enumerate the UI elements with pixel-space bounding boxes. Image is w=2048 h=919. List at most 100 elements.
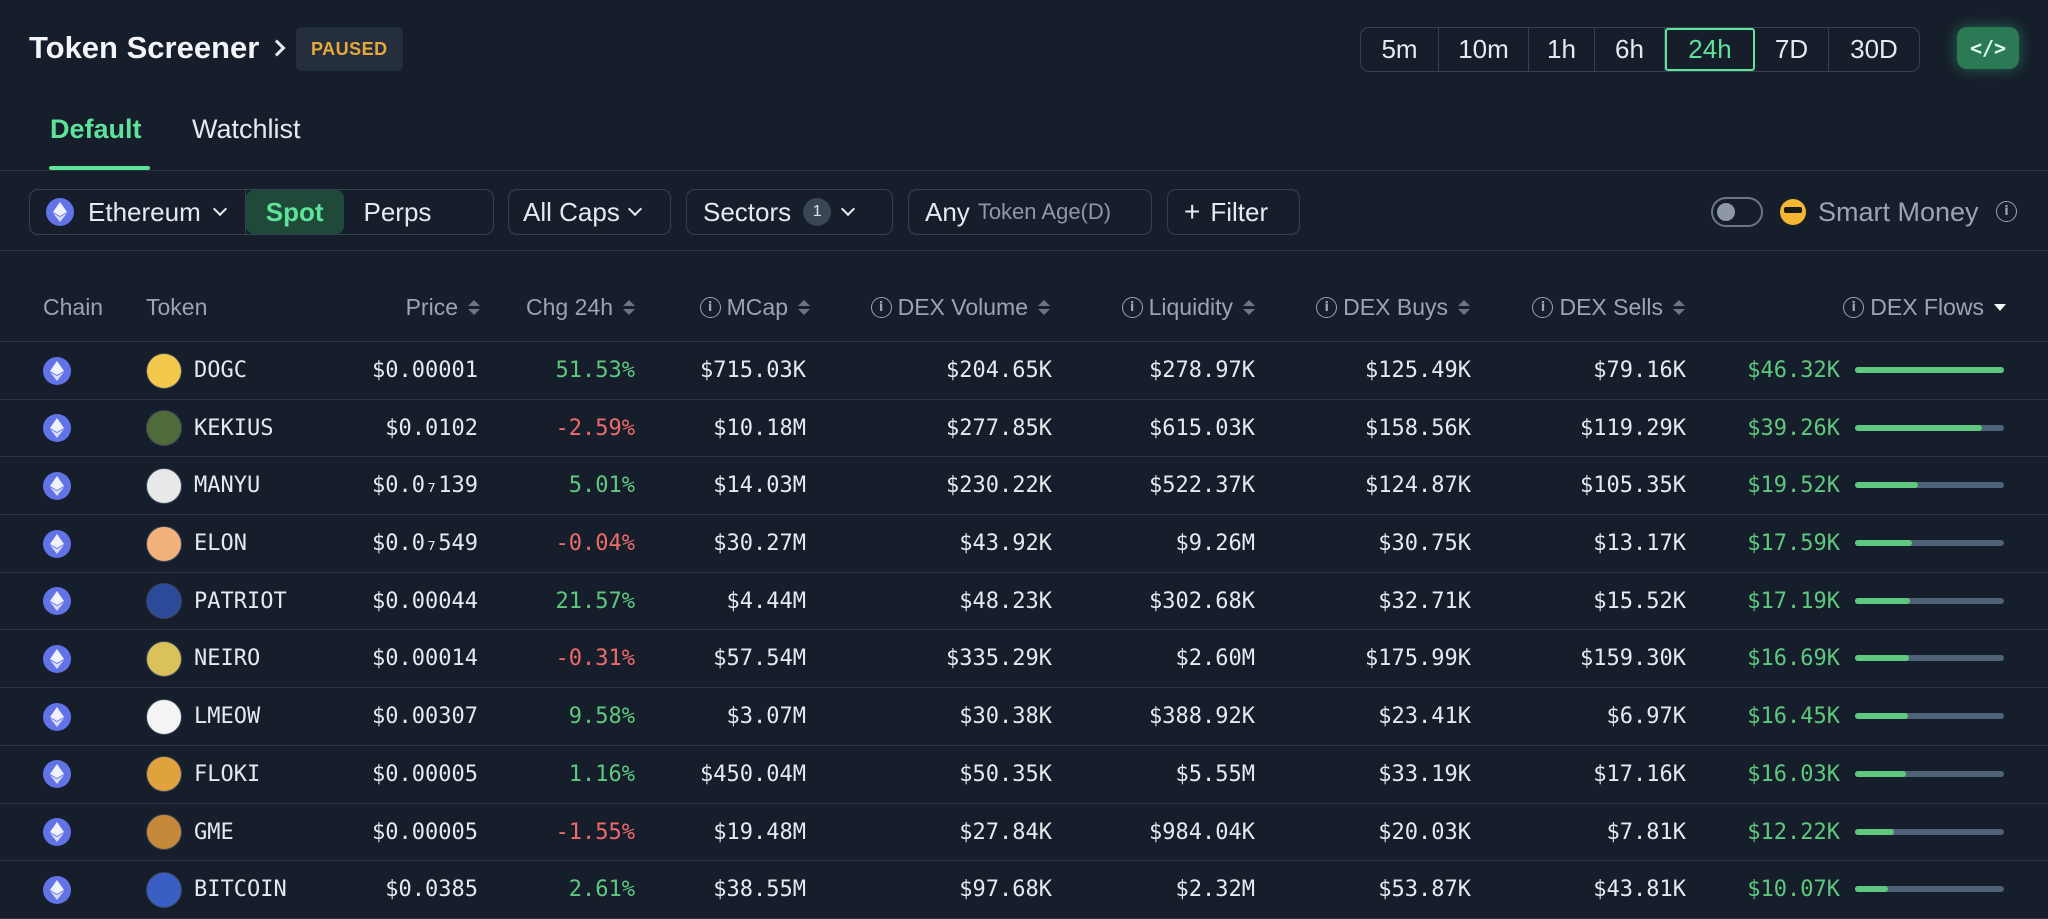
market-perps-button[interactable]: Perps bbox=[363, 196, 432, 227]
dex-volume-cell: $277.85K bbox=[946, 415, 1052, 441]
time-range-30d-button[interactable]: 30D bbox=[1850, 34, 1898, 64]
dex-sells-cell: $7.81K bbox=[1606, 819, 1686, 845]
token-cell[interactable]: BITCOIN bbox=[146, 861, 287, 918]
token-cell[interactable]: PATRIOT bbox=[146, 573, 287, 630]
time-range-6h-button[interactable]: 6h bbox=[1595, 28, 1665, 71]
token-cell[interactable]: ELON bbox=[146, 515, 247, 572]
info-icon[interactable]: i bbox=[1996, 201, 2017, 222]
mcap-cell: $38.55M bbox=[713, 877, 806, 903]
caps-select[interactable]: All Caps bbox=[508, 189, 671, 235]
time-range-10m-button[interactable]: 10m bbox=[1439, 28, 1529, 71]
liquidity-cell: $9.26M bbox=[1175, 531, 1255, 557]
change-cell: 2.61% bbox=[568, 877, 635, 903]
flow-bar-fill bbox=[1855, 482, 1918, 489]
token-cell[interactable]: FLOKI bbox=[146, 746, 260, 803]
dex-volume-cell: $230.22K bbox=[946, 473, 1052, 499]
chain-cell bbox=[43, 688, 71, 745]
time-range-5m-button[interactable]: 5m bbox=[1361, 28, 1439, 71]
column-liquidity[interactable]: i Liquidity bbox=[1060, 292, 1255, 322]
sectors-select[interactable]: Sectors 1 bbox=[686, 189, 893, 235]
table-row[interactable]: PATRIOT $0.00044 21.57% $4.44M $48.23K $302.6… bbox=[0, 573, 2048, 631]
table-row[interactable]: GME $0.00005 -1.55% $19.48M $27.84K $984.04K $… bbox=[0, 804, 2048, 862]
sort-icon bbox=[1458, 299, 1470, 315]
chain-cell bbox=[43, 400, 71, 457]
column-dex-flows[interactable]: i DEX Flows bbox=[1800, 292, 2006, 322]
table-row[interactable]: BITCOIN $0.0385 2.61% $38.55M $97.68K $2.32M $… bbox=[0, 861, 2048, 919]
dex-sells-cell: $159.30K bbox=[1580, 646, 1686, 672]
token-cell[interactable]: KEKIUS bbox=[146, 400, 273, 457]
page-title-text: Token Screener bbox=[29, 30, 260, 65]
smart-money-toggle[interactable] bbox=[1711, 197, 1763, 227]
column-dex-sells[interactable]: i DEX Sells bbox=[1480, 292, 1685, 322]
table-row[interactable]: ELON $0.0₇549 -0.04% $30.27M $43.92K $9.26M $3… bbox=[0, 515, 2048, 573]
ethereum-icon bbox=[43, 702, 71, 731]
table-row[interactable]: NEIRO $0.00014 -0.31% $57.54M $335.29K $2.60M… bbox=[0, 630, 2048, 689]
liquidity-cell: $278.97K bbox=[1149, 358, 1255, 383]
flow-bar-fill bbox=[1855, 828, 1894, 835]
ethereum-icon bbox=[43, 587, 71, 616]
sunglasses-emoji-icon bbox=[1780, 199, 1806, 225]
token-cell[interactable]: MANYU bbox=[146, 457, 260, 514]
token-cell[interactable]: DOGC bbox=[146, 342, 247, 399]
code-icon[interactable]: </> bbox=[1957, 27, 2019, 69]
dex-flows-cell: $12.22K bbox=[1747, 819, 1840, 845]
token-symbol: FLOKI bbox=[194, 761, 261, 787]
liquidity-cell: $2.32M bbox=[1175, 877, 1255, 903]
flow-bar-fill bbox=[1855, 367, 2004, 373]
info-icon: i bbox=[1532, 296, 1554, 318]
dex-sells-cell: $15.52K bbox=[1593, 588, 1686, 614]
token-logo-icon bbox=[146, 467, 182, 504]
liquidity-cell: $302.68K bbox=[1149, 588, 1255, 614]
table-row[interactable]: DOGC $0.00001 51.53% $715.03K $204.65K $278.9… bbox=[0, 342, 2048, 400]
table-row[interactable]: LMEOW $0.00307 9.58% $3.07M $30.38K $388.92K $… bbox=[0, 688, 2048, 746]
table-row[interactable]: MANYU $0.0₇139 5.01% $14.03M $230.22K $522.37… bbox=[0, 457, 2048, 516]
page-title[interactable]: Token Screener bbox=[29, 30, 286, 66]
dex-volume-cell: $30.38K bbox=[959, 704, 1052, 730]
time-range-7d-button[interactable]: 7D bbox=[1755, 28, 1829, 71]
token-logo-icon bbox=[146, 525, 182, 562]
token-logo-icon bbox=[146, 814, 182, 850]
dex-buys-cell: $32.71K bbox=[1378, 588, 1471, 614]
liquidity-cell: $522.37K bbox=[1149, 473, 1255, 499]
token-logo-icon bbox=[146, 640, 182, 677]
time-range-1h-button[interactable]: 1h bbox=[1529, 28, 1595, 71]
token-symbol: LMEOW bbox=[194, 704, 261, 730]
price-cell: $0.00044 bbox=[372, 588, 478, 614]
tab-watchlist[interactable]: Watchlist bbox=[192, 114, 301, 144]
dex-buys-cell: $175.99K bbox=[1365, 646, 1471, 672]
token-cell[interactable]: LMEOW bbox=[146, 688, 260, 745]
chain-select-label[interactable]: Ethereum bbox=[88, 196, 201, 227]
sectors-count-badge: 1 bbox=[803, 198, 832, 226]
flow-bar-fill bbox=[1855, 886, 1888, 893]
dex-flows-cell: $39.26K bbox=[1747, 415, 1840, 441]
chevron-down-icon[interactable] bbox=[212, 201, 227, 217]
tab-default[interactable]: Default bbox=[50, 114, 142, 144]
ethereum-icon bbox=[43, 529, 71, 558]
column-dex-buys[interactable]: i DEX Buys bbox=[1270, 292, 1470, 322]
token-age-filter[interactable]: Any Token Age(D) bbox=[908, 189, 1152, 235]
sort-icon bbox=[1243, 299, 1255, 315]
sort-icon bbox=[1038, 299, 1050, 315]
flow-bar bbox=[1855, 482, 2004, 489]
dex-sells-cell: $79.16K bbox=[1593, 358, 1686, 383]
dex-sells-cell: $17.16K bbox=[1593, 761, 1686, 787]
dex-flows-cell: $17.59K bbox=[1747, 531, 1840, 557]
mcap-cell: $4.44M bbox=[726, 588, 806, 614]
column-dex-volume[interactable]: i DEX Volume bbox=[830, 292, 1050, 322]
column-mcap[interactable]: i MCap bbox=[660, 292, 810, 322]
token-logo-icon bbox=[146, 871, 182, 908]
liquidity-cell: $388.92K bbox=[1149, 704, 1255, 730]
price-cell: $0.0₇139 bbox=[372, 473, 478, 499]
add-filter-button[interactable]: + Filter bbox=[1167, 189, 1300, 235]
time-range-selector: 5m 10m 1h 6h 24h 7D 30D bbox=[1360, 27, 1920, 72]
token-cell[interactable]: NEIRO bbox=[146, 630, 260, 687]
ethereum-icon bbox=[43, 356, 71, 385]
column-price[interactable]: Price bbox=[330, 292, 480, 322]
table-row[interactable]: FLOKI $0.00005 1.16% $450.04M $50.35K $5.55M $… bbox=[0, 746, 2048, 804]
market-spot-button[interactable]: Spot bbox=[245, 190, 344, 234]
time-range-24h-button[interactable]: 24h bbox=[1665, 28, 1755, 71]
column-chg-24h[interactable]: Chg 24h bbox=[480, 292, 635, 322]
token-cell[interactable]: GME bbox=[146, 804, 234, 861]
table-row[interactable]: KEKIUS $0.0102 -2.59% $10.18M $277.85K $615.0… bbox=[0, 400, 2048, 458]
mcap-cell: $450.04M bbox=[700, 761, 806, 787]
